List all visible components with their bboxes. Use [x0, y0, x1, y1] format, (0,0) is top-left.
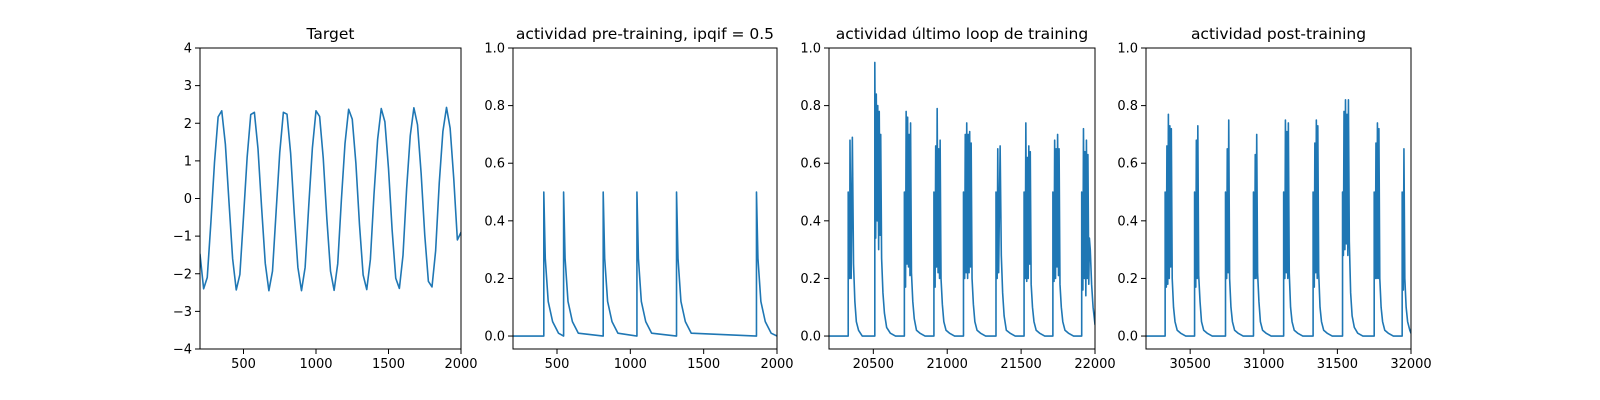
chart-title: actividad post-training [1191, 25, 1366, 43]
y-tick-label: 0.4 [1117, 214, 1138, 229]
y-tick-label: 0.2 [800, 272, 821, 287]
y-tick-label: 0.0 [1117, 330, 1138, 345]
y-tick-label: −4 [173, 343, 192, 358]
y-tick-label: 0.8 [800, 99, 821, 114]
y-tick-label: 0.8 [1117, 99, 1138, 114]
y-tick-label: −1 [173, 230, 192, 245]
axes-frame [828, 47, 1096, 350]
x-tick-label: 1500 [687, 357, 720, 372]
y-tick-label: 0.2 [484, 272, 505, 287]
y-tick-label: 0.6 [1117, 157, 1138, 172]
y-tick-label: 3 [184, 79, 192, 94]
x-tick-label: 32000 [1390, 357, 1431, 372]
x-tick-label: 1000 [299, 357, 332, 372]
y-tick-label: 0.0 [800, 330, 821, 345]
axes-frame [1145, 47, 1412, 350]
x-tick-label: 30500 [1169, 357, 1210, 372]
x-tick-label: 500 [231, 357, 256, 372]
x-tick-label: 500 [545, 357, 570, 372]
y-tick-label: 0.2 [1117, 272, 1138, 287]
y-tick-label: 0.6 [800, 157, 821, 172]
chart-panel-1: 500 1000 1500 2000 4 3 2 1 0 −1 −2 −3 −4 Target [173, 25, 478, 372]
x-tick-label: 1000 [614, 357, 647, 372]
series-line [200, 106, 461, 292]
y-tick-label: 0.8 [484, 99, 505, 114]
series-line [1146, 99, 1411, 337]
chart-panel-3: 20500 21000 21500 22000 0.0 0.2 0.4 0.6 0.8 1.0 ac… [800, 25, 1115, 372]
axes-frame [512, 47, 778, 350]
y-tick-label: 0.4 [484, 214, 505, 229]
x-tick-label: 2000 [444, 357, 477, 372]
y-tick-label: 1.0 [1117, 42, 1138, 57]
x-tick-label: 2000 [760, 357, 793, 372]
x-tick-label: 21500 [1000, 357, 1041, 372]
y-tick-label: 0 [184, 192, 192, 207]
x-tick-label: 31500 [1317, 357, 1358, 372]
series-line [513, 191, 777, 337]
chart-panel-2: 500 1000 1500 2000 0.0 0.2 0.4 0.6 0.8 1.0 activid… [484, 25, 793, 372]
y-tick-label: −3 [173, 305, 192, 320]
y-tick-label: 0.6 [484, 157, 505, 172]
y-tick-label: 2 [184, 117, 192, 132]
y-tick-label: 0.4 [800, 214, 821, 229]
y-tick-label: 1.0 [800, 42, 821, 57]
y-tick-label: 0.0 [484, 330, 505, 345]
chart-title: actividad pre-training, ipqif = 0.5 [516, 25, 774, 43]
x-tick-label: 21000 [927, 357, 968, 372]
x-tick-label: 22000 [1074, 357, 1115, 372]
chart-panel-4: 30500 31000 31500 32000 0.0 0.2 0.4 0.6 0.8 1.0 ac… [1117, 25, 1431, 372]
chart-title: actividad último loop de training [836, 25, 1088, 43]
chart-title: Target [306, 25, 355, 43]
y-tick-label: 1 [184, 154, 192, 169]
x-tick-label: 1500 [372, 357, 405, 372]
x-tick-label: 20500 [853, 357, 894, 372]
y-tick-label: −2 [173, 267, 192, 282]
x-tick-label: 31000 [1243, 357, 1284, 372]
y-tick-label: 1.0 [484, 42, 505, 57]
y-tick-label: 4 [184, 42, 192, 57]
series-line [829, 61, 1095, 337]
